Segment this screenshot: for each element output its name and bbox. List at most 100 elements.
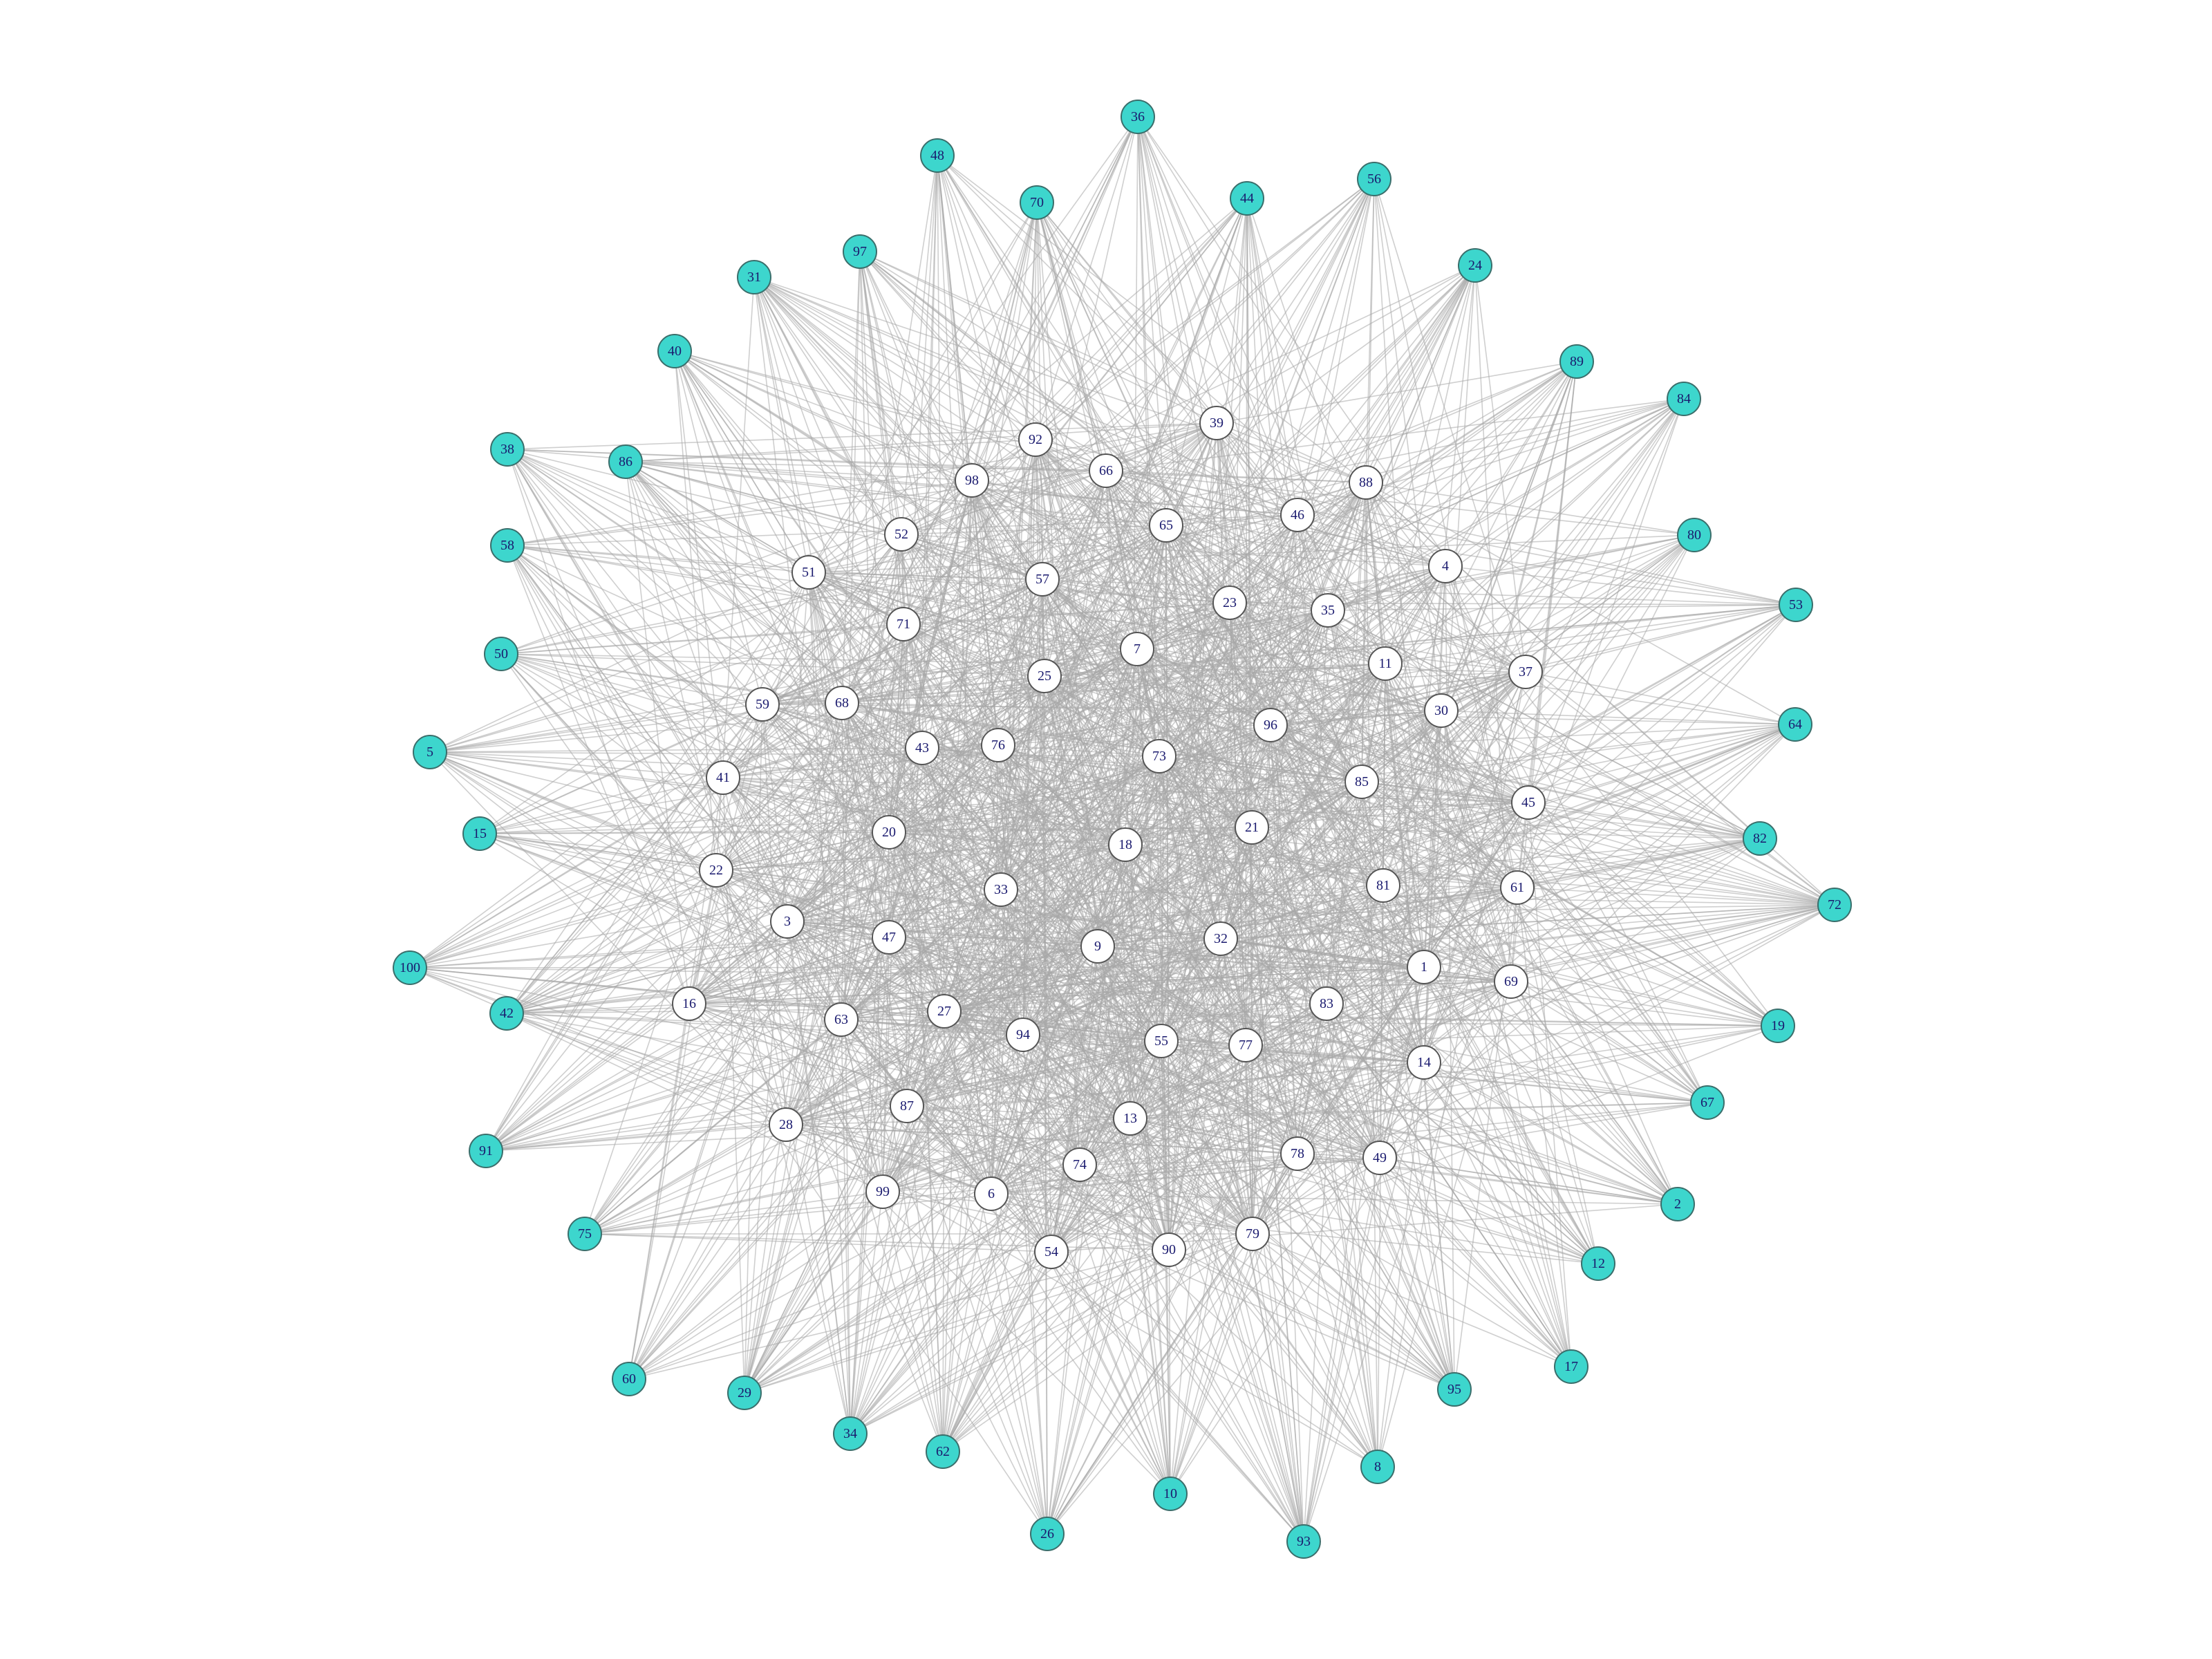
node-2[interactable]: 2: [1660, 1187, 1695, 1221]
node-45[interactable]: 45: [1511, 785, 1546, 820]
node-76[interactable]: 76: [981, 728, 1015, 762]
node-28[interactable]: 28: [769, 1107, 803, 1142]
node-13[interactable]: 13: [1113, 1101, 1147, 1136]
node-43[interactable]: 43: [905, 731, 939, 765]
node-50[interactable]: 50: [484, 637, 518, 671]
node-54[interactable]: 54: [1034, 1235, 1069, 1269]
node-19[interactable]: 19: [1761, 1009, 1795, 1043]
node-58[interactable]: 58: [490, 528, 525, 563]
node-100[interactable]: 100: [393, 950, 427, 985]
node-95[interactable]: 95: [1437, 1372, 1472, 1407]
node-1[interactable]: 1: [1407, 950, 1441, 984]
node-21[interactable]: 21: [1235, 810, 1269, 845]
node-40[interactable]: 40: [657, 334, 692, 368]
node-82[interactable]: 82: [1743, 821, 1777, 856]
node-4[interactable]: 4: [1428, 549, 1463, 583]
node-77[interactable]: 77: [1228, 1028, 1263, 1062]
node-71[interactable]: 71: [886, 607, 921, 641]
node-46[interactable]: 46: [1280, 498, 1315, 532]
node-41[interactable]: 41: [706, 760, 740, 795]
node-8[interactable]: 8: [1360, 1450, 1395, 1484]
node-12[interactable]: 12: [1581, 1246, 1615, 1281]
node-72[interactable]: 72: [1817, 888, 1852, 922]
node-68[interactable]: 68: [825, 686, 859, 720]
node-14[interactable]: 14: [1407, 1045, 1441, 1080]
node-42[interactable]: 42: [489, 996, 524, 1031]
node-78[interactable]: 78: [1280, 1136, 1315, 1171]
node-59[interactable]: 59: [745, 687, 780, 722]
node-94[interactable]: 94: [1006, 1018, 1040, 1052]
node-23[interactable]: 23: [1212, 585, 1247, 620]
node-15[interactable]: 15: [462, 816, 497, 851]
node-73[interactable]: 73: [1142, 739, 1177, 774]
node-34[interactable]: 34: [833, 1416, 868, 1451]
node-80[interactable]: 80: [1677, 518, 1712, 552]
node-62[interactable]: 62: [926, 1434, 960, 1469]
node-69[interactable]: 69: [1494, 964, 1528, 999]
node-51[interactable]: 51: [791, 555, 826, 590]
node-24[interactable]: 24: [1458, 248, 1492, 283]
node-84[interactable]: 84: [1667, 382, 1701, 416]
node-31[interactable]: 31: [737, 260, 771, 294]
node-32[interactable]: 32: [1203, 921, 1238, 956]
node-22[interactable]: 22: [699, 853, 733, 888]
node-98[interactable]: 98: [955, 463, 989, 498]
node-75[interactable]: 75: [568, 1217, 602, 1251]
node-99[interactable]: 99: [865, 1174, 900, 1209]
node-67[interactable]: 67: [1690, 1085, 1725, 1120]
node-57[interactable]: 57: [1025, 562, 1060, 597]
node-9[interactable]: 9: [1080, 929, 1115, 964]
node-25[interactable]: 25: [1027, 659, 1062, 693]
node-16[interactable]: 16: [672, 986, 706, 1021]
node-60[interactable]: 60: [612, 1362, 646, 1396]
node-47[interactable]: 47: [872, 920, 906, 955]
node-97[interactable]: 97: [843, 234, 877, 269]
node-79[interactable]: 79: [1235, 1217, 1270, 1251]
node-63[interactable]: 63: [824, 1002, 859, 1037]
node-85[interactable]: 85: [1344, 765, 1379, 799]
node-93[interactable]: 93: [1286, 1524, 1321, 1559]
node-52[interactable]: 52: [884, 517, 919, 552]
node-81[interactable]: 81: [1366, 868, 1400, 903]
node-44[interactable]: 44: [1230, 181, 1264, 216]
node-10[interactable]: 10: [1153, 1477, 1188, 1511]
node-36[interactable]: 36: [1121, 100, 1155, 134]
node-86[interactable]: 86: [608, 444, 643, 479]
node-49[interactable]: 49: [1362, 1141, 1397, 1175]
node-96[interactable]: 96: [1253, 708, 1288, 742]
node-66[interactable]: 66: [1089, 453, 1123, 488]
node-55[interactable]: 55: [1144, 1024, 1179, 1058]
node-74[interactable]: 74: [1062, 1147, 1097, 1182]
node-11[interactable]: 11: [1368, 646, 1403, 681]
node-27[interactable]: 27: [927, 994, 962, 1029]
node-26[interactable]: 26: [1030, 1517, 1065, 1551]
node-5[interactable]: 5: [413, 735, 447, 769]
node-7[interactable]: 7: [1120, 632, 1154, 666]
node-29[interactable]: 29: [727, 1376, 762, 1410]
node-64[interactable]: 64: [1778, 707, 1812, 742]
node-6[interactable]: 6: [974, 1177, 1009, 1211]
node-17[interactable]: 17: [1554, 1349, 1588, 1384]
node-35[interactable]: 35: [1311, 593, 1345, 628]
node-87[interactable]: 87: [890, 1089, 924, 1123]
node-90[interactable]: 90: [1152, 1232, 1186, 1267]
node-88[interactable]: 88: [1349, 465, 1383, 500]
node-37[interactable]: 37: [1508, 655, 1543, 689]
node-3[interactable]: 3: [770, 904, 805, 939]
node-92[interactable]: 92: [1018, 422, 1053, 457]
node-61[interactable]: 61: [1500, 870, 1535, 905]
node-33[interactable]: 33: [984, 872, 1018, 907]
node-56[interactable]: 56: [1357, 162, 1391, 196]
node-70[interactable]: 70: [1020, 185, 1054, 220]
node-18[interactable]: 18: [1108, 827, 1143, 862]
node-48[interactable]: 48: [920, 138, 955, 173]
node-89[interactable]: 89: [1559, 344, 1594, 379]
node-38[interactable]: 38: [490, 432, 525, 467]
node-91[interactable]: 91: [469, 1134, 503, 1168]
node-65[interactable]: 65: [1149, 508, 1183, 543]
node-30[interactable]: 30: [1424, 693, 1459, 728]
node-39[interactable]: 39: [1199, 406, 1234, 440]
node-83[interactable]: 83: [1309, 986, 1344, 1021]
node-53[interactable]: 53: [1779, 588, 1813, 622]
node-20[interactable]: 20: [872, 815, 906, 850]
